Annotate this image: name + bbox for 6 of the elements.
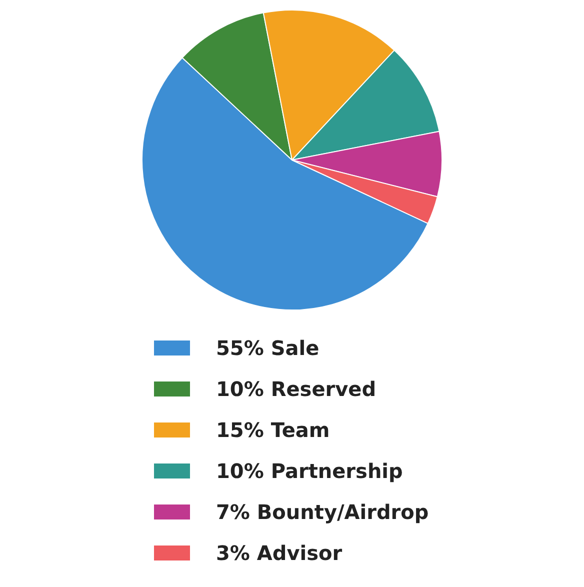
legend-label: 10% Partnership: [216, 459, 403, 483]
legend-label: 55% Sale: [216, 336, 320, 360]
legend-label: 3% Advisor: [216, 541, 342, 565]
legend-label: 10% Reserved: [216, 377, 376, 401]
legend-label: 15% Team: [216, 418, 330, 442]
legend-label: 7% Bounty/Airdrop: [216, 500, 429, 524]
